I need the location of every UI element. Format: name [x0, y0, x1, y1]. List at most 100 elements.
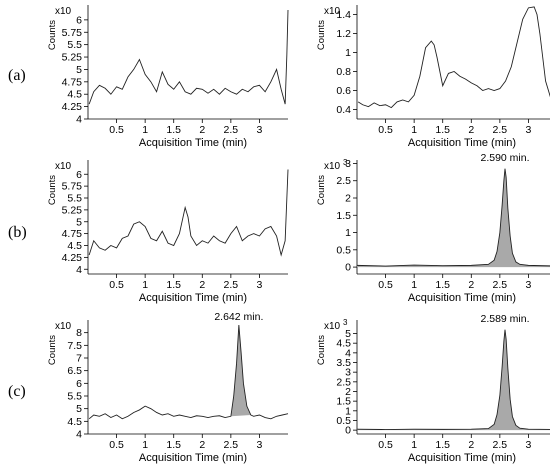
- y-exponent-power: 3: [343, 158, 348, 167]
- x-axis-label: Acquisition Time (min): [139, 137, 247, 149]
- y-tick-label: 1.5: [336, 210, 351, 222]
- y-exponent-label: x10: [55, 6, 72, 17]
- x-tick-label: 0.5: [109, 439, 124, 451]
- series-line: [88, 9, 289, 105]
- x-axis-label: Acquisition Time (min): [408, 452, 516, 464]
- y-tick-label: 1: [345, 227, 351, 239]
- x-tick-label: 2.5: [493, 279, 508, 291]
- row-label-a: (a): [8, 67, 26, 84]
- y-tick-label: 5.25: [62, 52, 83, 64]
- x-tick-label: 2.5: [493, 439, 508, 451]
- y-tick-label: 6: [76, 378, 82, 390]
- series-line: [88, 325, 289, 420]
- chart-panel-2: 0.4 0.6 0.8 1 1.2 1.4 0.5 1 1.5 2 2.5 3 x10 Counts Acq…: [316, 5, 550, 149]
- y-tick-label: 6: [76, 14, 82, 26]
- y-exponent-label: x10: [55, 161, 72, 172]
- x-tick-label: 0.5: [109, 279, 124, 291]
- y-tick-label: 0.8: [336, 66, 351, 78]
- x-tick-label: 1: [142, 279, 148, 291]
- y-tick-label: 4: [76, 264, 82, 276]
- x-tick-label: 2: [468, 439, 474, 451]
- y-tick-label: 7: [76, 353, 82, 365]
- x-tick-label: 0.5: [109, 124, 124, 136]
- x-tick-label: 1.5: [435, 439, 450, 451]
- row-label-b: (b): [8, 224, 27, 241]
- x-tick-label: 0.5: [378, 439, 393, 451]
- y-tick-label: 4.25: [62, 252, 83, 264]
- x-tick-label: 1: [411, 439, 417, 451]
- y-tick-label: 4: [345, 347, 351, 359]
- x-tick-label: 1.5: [435, 279, 450, 291]
- x-tick-label: 1.5: [166, 279, 181, 291]
- y-tick-label: 4.75: [62, 228, 83, 240]
- y-tick-label: 4: [76, 114, 82, 126]
- y-tick-label: 5: [76, 216, 82, 228]
- y-tick-label: 2.5: [336, 376, 351, 388]
- x-tick-label: 1: [142, 124, 148, 136]
- x-tick-label: 2: [468, 124, 474, 136]
- x-tick-label: 1.5: [166, 124, 181, 136]
- y-exponent-label: x10: [55, 321, 72, 332]
- y-tick-label: 5.25: [62, 204, 83, 216]
- y-axis-label: Counts: [316, 20, 327, 50]
- y-axis-label: Counts: [47, 175, 58, 205]
- y-tick-label: 1.5: [336, 396, 351, 408]
- peak-annotation: 2.590 min.: [480, 152, 529, 164]
- y-exponent-label: x10: [324, 161, 341, 172]
- x-tick-label: 2: [468, 279, 474, 291]
- y-tick-label: 5: [345, 328, 351, 340]
- x-tick-label: 2.5: [224, 124, 239, 136]
- x-tick-label: 0.5: [378, 279, 393, 291]
- x-tick-label: 2.5: [493, 124, 508, 136]
- series-line: [356, 329, 550, 431]
- y-tick-label: 4: [76, 429, 82, 441]
- series-line: [357, 6, 550, 109]
- x-tick-label: 2.5: [224, 439, 239, 451]
- y-tick-label: 1.2: [336, 28, 351, 40]
- x-tick-label: 0.5: [378, 124, 393, 136]
- x-tick-label: 2.5: [224, 279, 239, 291]
- y-exponent-label: x10: [324, 6, 341, 17]
- y-tick-label: 5: [76, 64, 82, 76]
- y-tick-label: 3: [345, 158, 351, 170]
- x-tick-label: 2: [199, 279, 205, 291]
- y-axis-label: Counts: [47, 20, 58, 50]
- y-axis-label: Counts: [316, 335, 327, 365]
- y-tick-label: 2: [345, 386, 351, 398]
- y-tick-label: 4.5: [67, 240, 82, 252]
- x-tick-label: 3: [257, 279, 263, 291]
- peak-fill: [357, 168, 550, 268]
- x-tick-label: 1: [411, 279, 417, 291]
- peak-fill: [230, 325, 251, 417]
- y-tick-label: 0: [345, 262, 351, 274]
- peak-annotation: 2.642 min.: [214, 311, 263, 323]
- peak-annotation: 2.589 min.: [480, 313, 529, 325]
- x-tick-label: 3: [257, 124, 263, 136]
- y-exponent-power: 3: [343, 318, 348, 327]
- y-axis-label: Counts: [316, 175, 327, 205]
- y-tick-label: 1: [345, 405, 351, 417]
- y-tick-label: 0.4: [336, 104, 351, 116]
- x-axis-label: Acquisition Time (min): [408, 137, 516, 149]
- chart-panel-5: 44.555.566.577.58 0.5 1 1.5 2 2.5 3 x10 Counts Ac…: [47, 311, 289, 464]
- y-tick-label: 0.5: [336, 415, 351, 427]
- row-label-c: (c): [8, 383, 26, 400]
- y-tick-label: 7.5: [67, 340, 82, 352]
- y-tick-label: 6: [76, 169, 82, 181]
- y-tick-label: 5: [76, 403, 82, 415]
- x-tick-label: 1.5: [166, 439, 181, 451]
- y-tick-label: 0: [345, 425, 351, 437]
- x-tick-label: 3: [257, 439, 263, 451]
- peak-fill: [357, 329, 550, 431]
- x-tick-label: 1: [142, 439, 148, 451]
- y-tick-label: 5.75: [62, 27, 83, 39]
- x-tick-label: 1.5: [435, 124, 450, 136]
- x-tick-label: 3: [526, 124, 532, 136]
- x-tick-label: 1: [411, 124, 417, 136]
- y-tick-label: 2.5: [336, 175, 351, 187]
